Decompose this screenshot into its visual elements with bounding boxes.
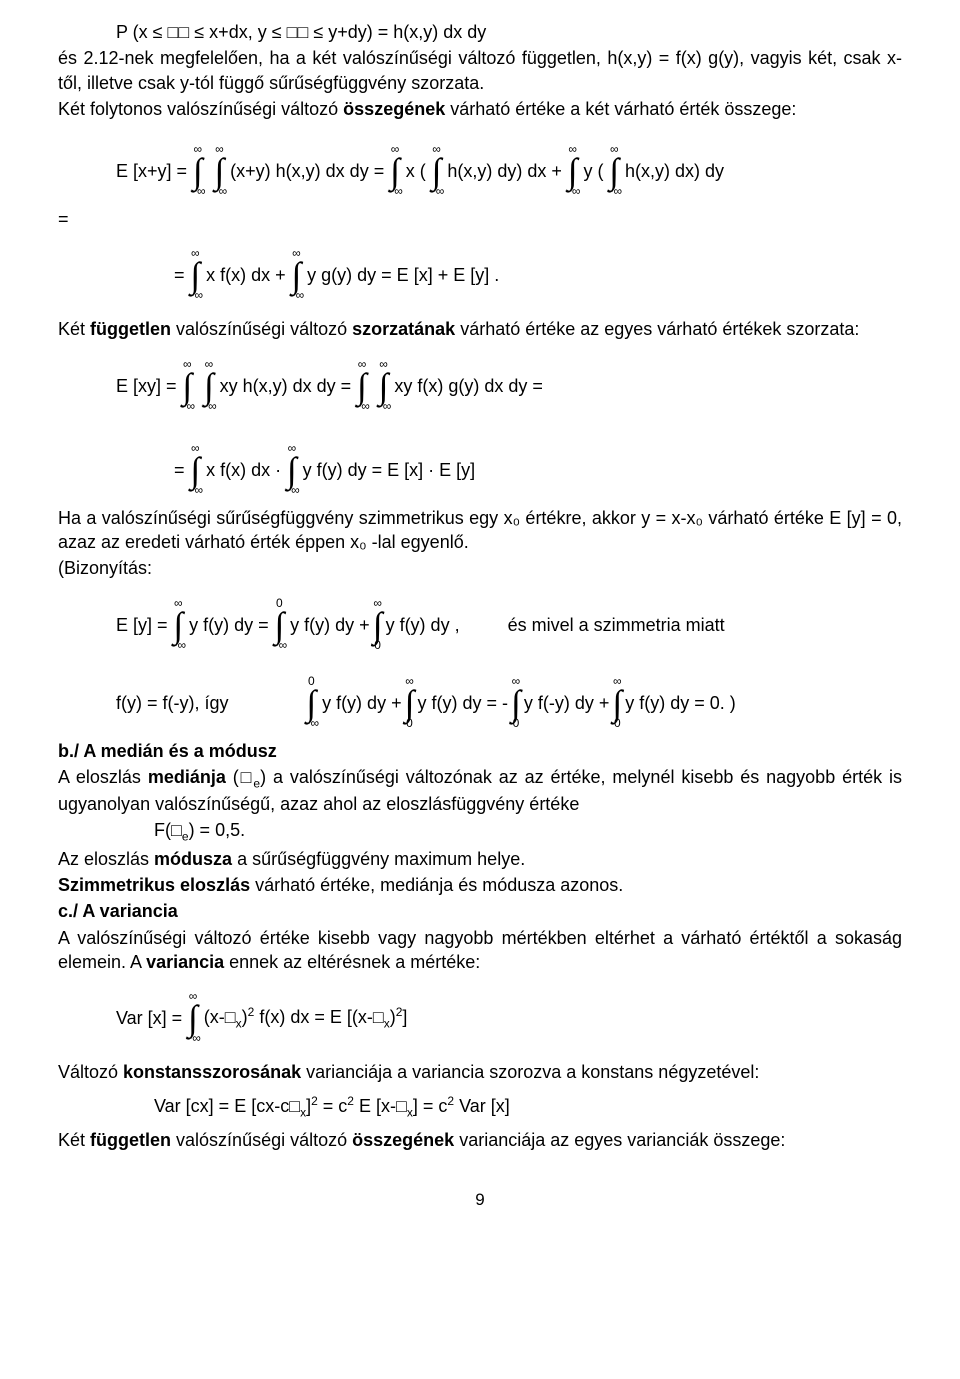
line-median-def: A eloszlás mediánja (□e) a valószínűségi… <box>58 765 902 816</box>
integral-icon: ∞∫−∞ <box>212 143 228 199</box>
integral-icon: ∞∫−∞ <box>429 143 445 199</box>
line-var-sum: Két független valószínűségi változó össz… <box>58 1128 902 1152</box>
eq-left-equals: = <box>58 207 902 231</box>
integral-icon: ∞∫0 <box>373 597 383 653</box>
line-bizonyitas: (Bizonyítás: <box>58 556 902 580</box>
line-212: és 2.12-nek megfelelően, ha a két valósz… <box>58 46 902 95</box>
integral-icon: ∞∫−∞ <box>565 143 581 199</box>
integral-icon: ∞∫0 <box>612 675 622 731</box>
integral-icon: ∞∫−∞ <box>387 143 403 199</box>
eq-expectation-sum: E [x+y] = ∞∫−∞ ∞∫−∞ (x+y) h(x,y) dx dy =… <box>58 143 902 199</box>
eq-variance-const: Var [cx] = E [cx-c□x]2 = c2 E [x-□x] = c… <box>58 1093 902 1121</box>
integral-icon: ∞∫−∞ <box>354 358 370 414</box>
integral-icon: 0∫−∞ <box>272 597 288 653</box>
eq-variance: Var [x] = ∞∫−∞ (x-□x)2 f(x) dx = E [(x-□… <box>58 990 902 1046</box>
line-symmetric-dist: Szimmetrikus eloszlás várható értéke, me… <box>58 873 902 897</box>
line-variance-intro: A valószínűségi változó értéke kisebb va… <box>58 926 902 975</box>
line-const-mult: Változó konstansszorosának varianciája a… <box>58 1060 902 1084</box>
eq-expectation-product-2: = ∞∫−∞ x f(x) dx · ∞∫−∞ y f(y) dy = E [x… <box>58 442 902 498</box>
integral-icon: ∞∫−∞ <box>376 358 392 414</box>
integral-icon: ∞∫−∞ <box>289 247 305 303</box>
heading-variance: c./ A variancia <box>58 899 902 923</box>
line-sum-intro: Két folytonos valószínűségi változó össz… <box>58 97 902 121</box>
integral-icon: ∞∫−∞ <box>171 597 187 653</box>
eq-expectation-product: E [xy] = ∞∫−∞ ∞∫−∞ xy h(x,y) dx dy = ∞∫−… <box>58 358 902 414</box>
integral-icon: ∞∫−∞ <box>188 442 204 498</box>
integral-icon: ∞∫−∞ <box>201 358 217 414</box>
integral-icon: ∞∫−∞ <box>284 442 300 498</box>
eq-proof-1: E [y] = ∞∫−∞ y f(y) dy = 0∫−∞ y f(y) dy … <box>58 597 902 653</box>
page-number: 9 <box>58 1189 902 1212</box>
line-median-eq: F(□e) = 0,5. <box>58 818 902 845</box>
integral-icon: ∞∫−∞ <box>188 247 204 303</box>
integral-icon: ∞∫−∞ <box>606 143 622 199</box>
line-prob: P (x ≤ □□ ≤ x+dx, y ≤ □□ ≤ y+dy) = h(x,y… <box>58 20 902 44</box>
line-product-intro: Két független valószínűségi változó szor… <box>58 317 902 341</box>
integral-icon: ∞∫−∞ <box>185 990 201 1046</box>
integral-icon: ∞∫0 <box>511 675 521 731</box>
line-symmetric: Ha a valószínűségi sűrűségfüggvény szimm… <box>58 506 902 555</box>
heading-median: b./ A medián és a módusz <box>58 739 902 763</box>
integral-icon: ∞∫−∞ <box>180 358 196 414</box>
eq-expectation-sum-2: = ∞∫−∞ x f(x) dx + ∞∫−∞ y g(y) dy = E [x… <box>58 247 902 303</box>
integral-icon: ∞∫0 <box>405 675 415 731</box>
line-modus: Az eloszlás módusza a sűrűségfüggvény ma… <box>58 847 902 871</box>
eq-proof-2: f(y) = f(-y), így 0∫−∞ y f(y) dy + ∞∫0 y… <box>58 675 902 731</box>
integral-icon: ∞∫−∞ <box>190 143 206 199</box>
integral-icon: 0∫−∞ <box>304 675 320 731</box>
